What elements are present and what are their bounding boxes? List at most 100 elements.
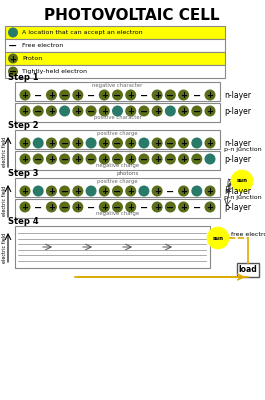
Circle shape — [165, 202, 176, 212]
Text: −: − — [61, 186, 69, 196]
Text: −: − — [61, 90, 69, 100]
Circle shape — [112, 154, 123, 164]
Circle shape — [99, 106, 110, 116]
Text: −: − — [87, 106, 95, 116]
Text: +: + — [127, 91, 134, 100]
Text: p-layer: p-layer — [224, 202, 251, 212]
Circle shape — [86, 138, 96, 148]
Bar — [15, 82, 220, 101]
Text: −: − — [9, 67, 17, 77]
Text: sun: sun — [236, 178, 248, 184]
Circle shape — [138, 138, 149, 148]
Text: load: load — [238, 266, 257, 274]
Text: −: − — [193, 90, 201, 100]
Circle shape — [86, 154, 96, 164]
Text: +: + — [127, 107, 134, 116]
Circle shape — [46, 106, 57, 116]
Text: p-n junction: p-n junction — [224, 148, 262, 152]
Circle shape — [59, 138, 70, 148]
Text: +: + — [48, 107, 55, 116]
Text: −: − — [61, 138, 69, 148]
Circle shape — [125, 90, 136, 100]
Text: +: + — [180, 203, 187, 212]
Text: −: − — [193, 202, 201, 212]
Bar — [15, 178, 220, 197]
Circle shape — [152, 186, 163, 196]
Text: +: + — [101, 155, 108, 164]
Text: +: + — [101, 91, 108, 100]
Text: +: + — [127, 155, 134, 164]
Text: −: − — [113, 154, 122, 164]
Bar — [15, 151, 220, 170]
Text: +: + — [154, 91, 161, 100]
Bar — [15, 226, 210, 268]
Circle shape — [20, 90, 30, 100]
Circle shape — [99, 154, 110, 164]
Text: −: − — [166, 202, 174, 212]
Circle shape — [165, 138, 176, 148]
Circle shape — [20, 202, 30, 212]
Text: +: + — [10, 54, 16, 64]
Text: electric field: electric field — [2, 137, 7, 167]
Circle shape — [205, 186, 215, 196]
Text: −: − — [166, 138, 174, 148]
Text: +: + — [74, 107, 81, 116]
Circle shape — [191, 186, 202, 196]
Text: −: − — [34, 202, 42, 212]
Text: A location that can accept an electron: A location that can accept an electron — [22, 30, 143, 35]
Bar — [15, 199, 220, 218]
Text: +: + — [48, 139, 55, 148]
Circle shape — [72, 154, 83, 164]
Text: +: + — [74, 155, 81, 164]
Circle shape — [33, 138, 44, 148]
Circle shape — [99, 138, 110, 148]
Text: n-layer: n-layer — [224, 90, 251, 100]
Circle shape — [152, 154, 163, 164]
Circle shape — [59, 202, 70, 212]
Circle shape — [46, 138, 57, 148]
Text: +: + — [180, 107, 187, 116]
Text: Step 4: Step 4 — [8, 218, 39, 226]
Text: Step 1: Step 1 — [8, 74, 39, 82]
Text: positive charge: positive charge — [97, 132, 138, 136]
Text: −: − — [166, 90, 174, 100]
Text: +: + — [154, 203, 161, 212]
Text: n-layer: n-layer — [224, 186, 251, 196]
Circle shape — [165, 154, 176, 164]
Circle shape — [86, 186, 96, 196]
Bar — [5, 52, 225, 65]
Text: −: − — [34, 106, 42, 116]
Circle shape — [112, 202, 123, 212]
Circle shape — [178, 106, 189, 116]
Text: −: − — [166, 154, 174, 164]
Circle shape — [191, 154, 202, 164]
Circle shape — [125, 138, 136, 148]
Text: PHOTOVOLTAIC CELL: PHOTOVOLTAIC CELL — [44, 8, 220, 24]
Text: +: + — [74, 187, 81, 196]
Circle shape — [138, 106, 149, 116]
Circle shape — [205, 202, 215, 212]
Text: −: − — [140, 202, 148, 212]
Text: +: + — [48, 203, 55, 212]
Text: Step 3: Step 3 — [8, 170, 38, 178]
Text: −: − — [87, 90, 95, 100]
Text: −: − — [166, 186, 174, 196]
Text: −: − — [87, 202, 95, 212]
Text: +: + — [101, 107, 108, 116]
Text: −: − — [113, 186, 122, 196]
Circle shape — [205, 90, 215, 100]
Circle shape — [138, 186, 149, 196]
Text: +: + — [180, 91, 187, 100]
Bar — [5, 26, 225, 39]
Text: Tightly-held electron: Tightly-held electron — [22, 69, 87, 74]
Circle shape — [46, 202, 57, 212]
Circle shape — [152, 138, 163, 148]
Text: +: + — [21, 155, 29, 164]
Circle shape — [178, 186, 189, 196]
Circle shape — [8, 28, 18, 38]
Text: −: − — [193, 106, 201, 116]
Circle shape — [125, 202, 136, 212]
Text: +: + — [180, 155, 187, 164]
Text: +: + — [101, 203, 108, 212]
Text: +: + — [48, 91, 55, 100]
